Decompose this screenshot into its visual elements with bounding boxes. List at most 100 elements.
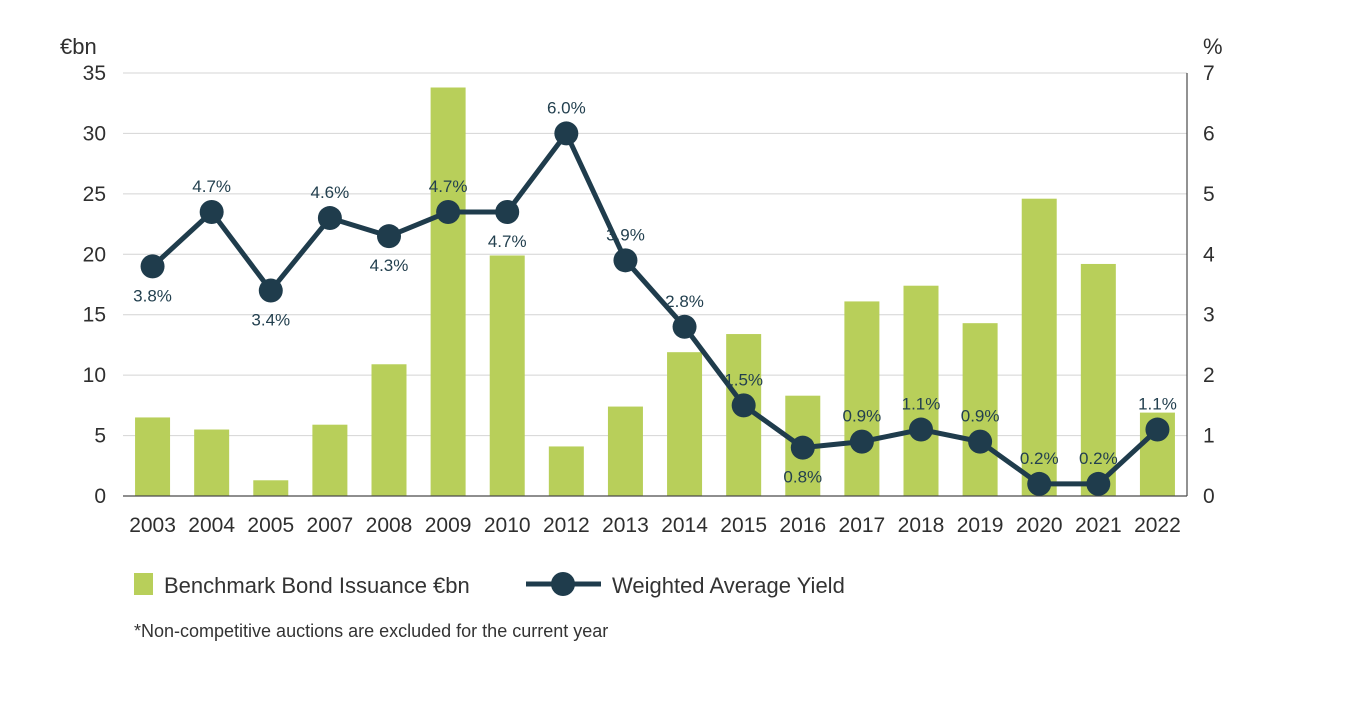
yield-point-2008 (377, 224, 401, 249)
left-axis-tick-label: 30 (83, 122, 106, 145)
yield-point-2009 (436, 199, 461, 224)
right-axis-unit: % (1203, 34, 1223, 59)
yield-point-2005 (258, 278, 283, 303)
bar-2018 (903, 285, 939, 496)
yield-point-2007 (317, 206, 342, 231)
yield-data-label: 0.8% (783, 468, 822, 487)
bar-2007 (312, 424, 348, 496)
yield-point-2015 (731, 393, 756, 418)
yield-data-label: 3.8% (133, 286, 172, 305)
axes: 0 5 10 15 20 25 30 35 0 1 2 3 4 5 6 7 2003 2004 2005 2007 20… (83, 62, 1215, 537)
x-axis-tick-label: 2022 (1134, 514, 1181, 537)
yield-data-label: 1.5% (724, 370, 763, 389)
right-axis-tick-label: 5 (1203, 183, 1215, 206)
bar-2008 (371, 364, 407, 496)
bar-2019 (962, 323, 998, 496)
x-axis-tick-label: 2003 (129, 514, 176, 537)
yield-data-label: 1.1% (1138, 395, 1177, 414)
x-axis-tick-label: 2010 (484, 514, 531, 537)
yield-point-2016 (790, 435, 815, 460)
left-axis-tick-label: 5 (94, 425, 106, 448)
x-axis-tick-label: 2013 (602, 514, 649, 537)
yield-point-2021 (1086, 471, 1111, 496)
left-axis-tick-label: 15 (83, 304, 106, 327)
legend: Benchmark Bond Issuance €bn Weighted Ave… (134, 572, 845, 598)
yield-data-label: 4.7% (429, 177, 468, 196)
x-axis-tick-label: 2004 (188, 514, 235, 537)
data-labels: 3.8% 4.7% 3.4% 4.6% 4.3% 4.7% 4.7% 6.0% 3.9% 2.8%… (133, 98, 1177, 486)
yield-data-label: 4.6% (311, 183, 350, 202)
x-axis-tick-label: 2021 (1075, 514, 1122, 537)
x-axis-tick-label: 2009 (425, 514, 472, 537)
yield-data-label: 4.7% (192, 177, 231, 196)
right-axis-tick-label: 7 (1203, 62, 1215, 85)
yield-data-label: 2.8% (665, 292, 704, 311)
legend-label-bar: Benchmark Bond Issuance €bn (164, 573, 470, 598)
x-axis-tick-label: 2005 (247, 514, 294, 537)
right-axis-tick-label: 1 (1203, 425, 1215, 448)
legend-label-line: Weighted Average Yield (612, 573, 845, 598)
yield-data-label: 6.0% (547, 98, 586, 117)
yield-point-2003 (140, 254, 165, 279)
bar-2020 (1021, 198, 1057, 497)
right-axis-tick-label: 0 (1203, 485, 1215, 508)
x-axis-tick-label: 2017 (839, 514, 886, 537)
bar-2009 (430, 87, 466, 496)
left-axis-tick-label: 20 (83, 243, 106, 266)
bar-2012 (548, 446, 584, 496)
yield-point-2004 (199, 199, 224, 224)
legend-swatch-bar (134, 573, 153, 595)
x-axis-tick-label: 2018 (898, 514, 945, 537)
line-series (140, 121, 1170, 496)
bar-2004 (194, 429, 230, 496)
bar-2021 (1080, 263, 1116, 496)
yield-data-label: 4.7% (488, 232, 527, 251)
yield-point-2010 (495, 199, 520, 224)
x-axis-tick-label: 2015 (720, 514, 767, 537)
bar-2003 (135, 417, 171, 496)
left-axis-tick-label: 25 (83, 183, 106, 206)
yield-point-2020 (1027, 471, 1052, 496)
yield-data-label: 4.3% (370, 256, 409, 275)
yield-data-label: 0.9% (961, 407, 1000, 426)
bar-2013 (607, 406, 643, 496)
x-axis-tick-label: 2016 (779, 514, 826, 537)
yield-data-label: 0.2% (1020, 449, 1059, 468)
yield-data-label: 3.4% (251, 311, 290, 330)
right-axis-tick-label: 4 (1203, 243, 1215, 266)
yield-point-2014 (672, 314, 697, 339)
yield-point-2013 (613, 248, 638, 273)
yield-data-label: 1.1% (902, 395, 941, 414)
x-axis-tick-label: 2012 (543, 514, 590, 537)
right-axis-tick-label: 6 (1203, 122, 1215, 145)
x-axis-tick-label: 2007 (307, 514, 354, 537)
yield-data-label: 0.2% (1079, 449, 1118, 468)
yield-point-2022 (1145, 417, 1170, 442)
bar-2017 (844, 301, 880, 496)
left-axis-tick-label: 35 (83, 62, 106, 85)
yield-point-2012 (554, 121, 579, 146)
legend-swatch-marker (551, 572, 575, 596)
right-axis-tick-label: 2 (1203, 364, 1215, 387)
yield-point-2019 (968, 429, 993, 454)
bar-2010 (489, 255, 525, 496)
left-axis-tick-label: 10 (83, 364, 106, 387)
left-axis-unit: €bn (60, 34, 97, 59)
yield-data-label: 0.9% (843, 407, 882, 426)
x-axis-tick-label: 2019 (957, 514, 1004, 537)
x-axis-tick-label: 2020 (1016, 514, 1063, 537)
x-axis-tick-label: 2014 (661, 514, 708, 537)
footnote: *Non-competitive auctions are excluded f… (134, 621, 608, 641)
bar-2014 (667, 352, 703, 496)
yield-data-label: 3.9% (606, 225, 645, 244)
x-axis-tick-label: 2008 (366, 514, 413, 537)
bar-series (135, 87, 1175, 497)
left-axis-tick-label: 0 (94, 485, 106, 508)
yield-point-2018 (909, 417, 933, 442)
right-axis-tick-label: 3 (1203, 304, 1215, 327)
bar-2005 (253, 480, 289, 496)
yield-line (150, 130, 1160, 487)
yield-point-2017 (849, 429, 874, 454)
